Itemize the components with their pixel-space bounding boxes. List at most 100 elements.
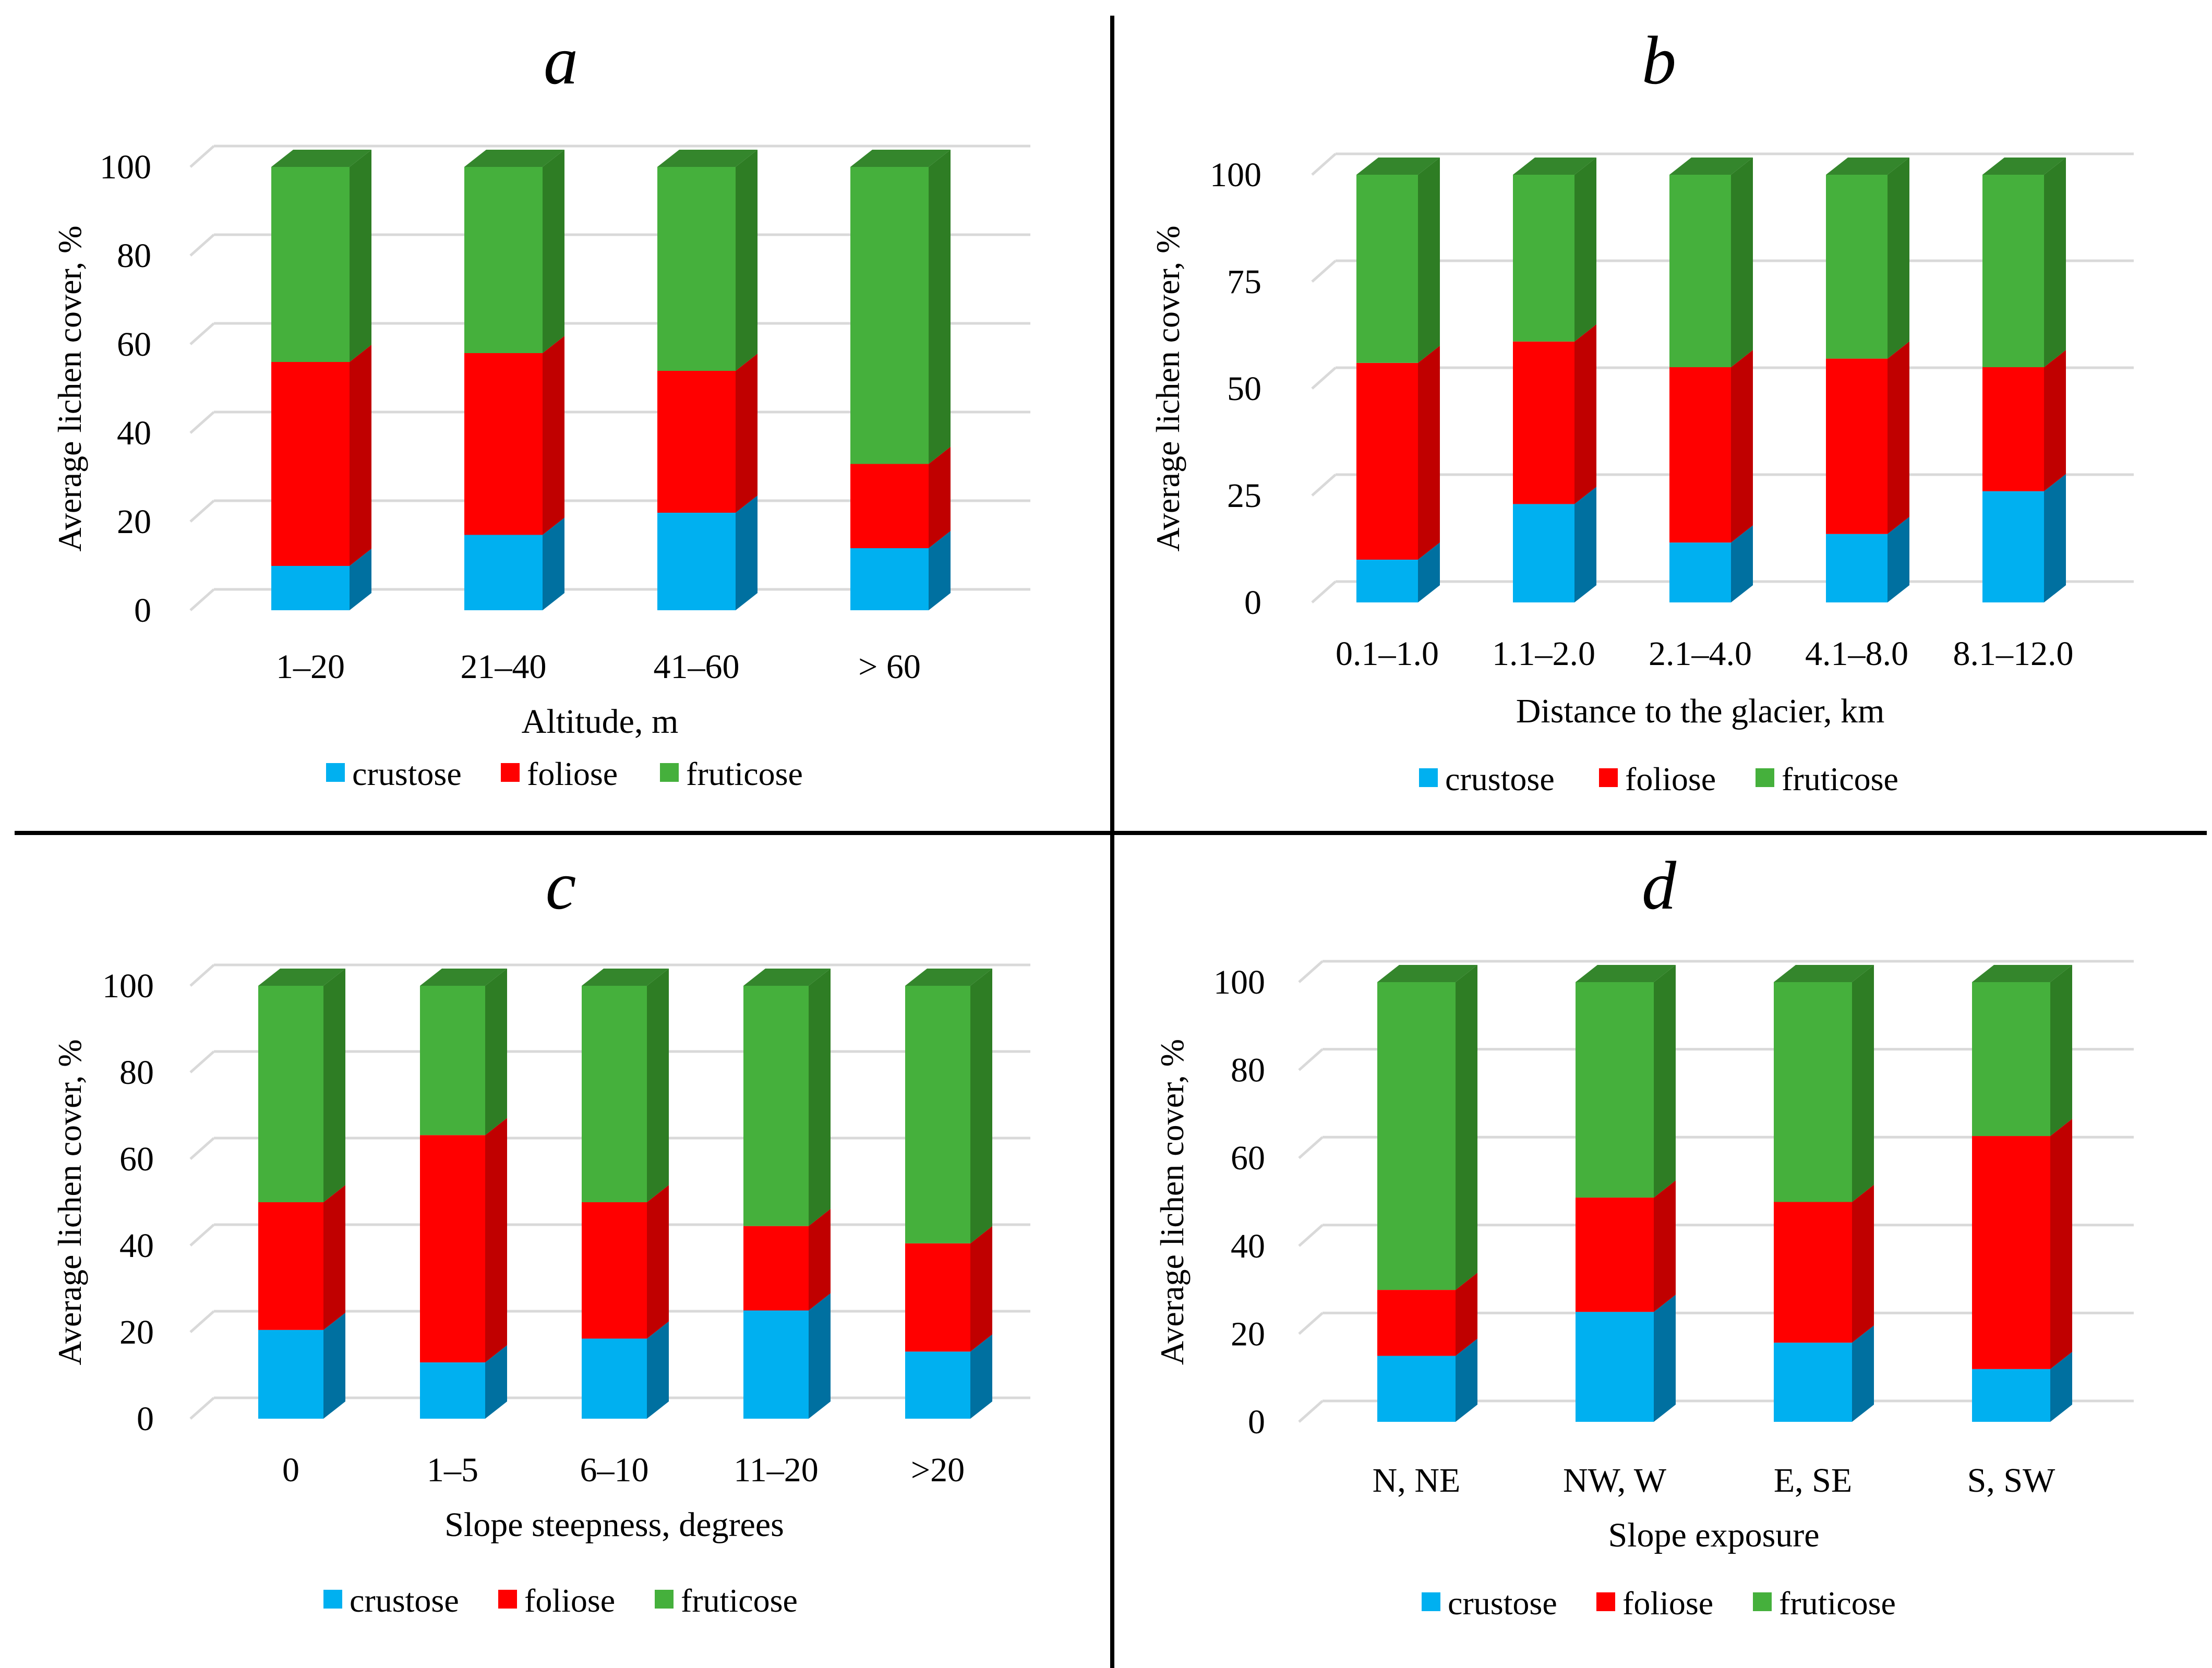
bar-foliose [1513,341,1574,504]
bar-foliose [850,464,929,548]
bar-top [1669,158,1753,175]
legend-label-crustose: crustose [350,1582,459,1619]
bar-crustose [905,1351,970,1419]
bar-fruticose [420,986,485,1135]
gridline-diagonal [189,411,215,434]
bar-crustose-side [350,549,371,610]
bar-fruticose [582,986,647,1202]
bar-foliose-side [970,1226,992,1352]
chart-panel-c: 0 20 40 60 80 100 Average lichen cover, % 0 1–5 6… [51,963,1030,1619]
gridline-diagonal [189,588,215,611]
gridline-diagonal [189,322,215,345]
gridline-diagonal [189,145,215,168]
gridline-diagonal [1298,1312,1324,1335]
legend-swatch-foliose [501,763,520,782]
gridline-diagonal [1298,1048,1324,1071]
bar-fruticose-side [1731,158,1753,367]
legend-label-foliose: foliose [1625,760,1716,797]
bar-crustose [464,535,543,610]
bar-fruticose-side [2050,965,2072,1137]
gridline-diagonal [1298,1400,1324,1423]
bar-crustose [657,513,736,610]
bar-foliose [1774,1202,1852,1343]
bar-fruticose [464,167,543,353]
gridline-diagonal [1311,153,1337,176]
bar-foliose [1972,1136,2050,1369]
bar-crustose [1377,1356,1456,1422]
y-tick-label: 75 [1227,263,1261,301]
x-axis-title: Slope steepness, degrees [444,1506,784,1544]
bar-foliose [743,1226,809,1311]
bar-fruticose [743,986,809,1226]
y-tick-label: 100 [102,967,154,1005]
y-tick-label: 25 [1227,477,1261,515]
bar-top [1972,965,2072,982]
bar-fruticose-side [929,150,951,464]
bar-top [1774,965,1874,982]
y-tick-label: 0 [134,591,151,630]
y-tick-label: 20 [117,503,151,541]
bar-fruticose-side [647,969,669,1202]
bar-foliose [1576,1198,1654,1312]
legend-label-crustose: crustose [1448,1585,1557,1622]
gridline-diagonal [189,1137,215,1160]
bar-top [850,150,951,167]
bar-foliose [420,1135,485,1363]
bar-crustose [258,1329,323,1419]
bar-foliose-side [736,354,758,513]
x-category-label: 0 [282,1451,299,1489]
bar-crustose [1982,491,2044,602]
bar-foliose [258,1202,323,1330]
bar-foliose-side [1574,324,1596,504]
bar-fruticose [850,167,929,464]
bar-top [1356,158,1440,175]
gridline-diagonal [189,1050,215,1073]
bar-foliose-side [485,1118,507,1363]
gridline-diagonal [1311,260,1337,283]
bar-top [464,150,564,167]
bar-top [271,150,371,167]
y-tick-label: 80 [119,1054,154,1092]
chart-panel-d: 0 20 40 60 80 100 Average lichen cover, % N, NE… [1153,960,2134,1622]
y-axis-title: Average lichen cover, % [1153,1039,1191,1365]
legend-label-fruticose: fruticose [681,1582,798,1619]
bar-crustose-side [2044,474,2066,602]
bar-foliose [1826,358,1888,534]
bar-foliose-side [543,336,564,535]
x-category-label: >20 [911,1451,965,1489]
x-category-label: 0.1–1.0 [1336,635,1439,673]
bar-fruticose [1982,175,2044,367]
panel-a-letter: a [544,22,578,99]
legend-label-fruticose: fruticose [1782,760,1898,797]
x-category-label: 2.1–4.0 [1649,635,1752,673]
bar-fruticose-side [1852,965,1874,1202]
bar-foliose [1669,367,1731,543]
gridline-diagonal [189,964,215,987]
x-category-label: N, NE [1373,1461,1461,1500]
bar-fruticose-side [1418,158,1440,363]
legend-label-fruticose: fruticose [686,755,803,792]
y-tick-label: 60 [119,1140,154,1178]
legend-swatch-crustose [323,1590,342,1609]
y-tick-label: 40 [117,414,151,452]
bar-foliose-side [2044,350,2066,491]
bar-foliose-side [809,1208,831,1311]
gridline-diagonal [1311,474,1337,497]
gridline-diagonal [1311,581,1337,603]
bar-foliose [657,371,736,513]
x-category-label: 1–20 [276,648,345,686]
y-axis-title: Average lichen cover, % [51,1039,88,1365]
bar-top [1576,965,1676,982]
bar-fruticose [1356,175,1418,363]
x-category-label: 21–40 [461,648,547,686]
x-axis-title: Distance to the glacier, km [1516,692,1885,730]
bar-fruticose-side [1456,965,1477,1290]
bar-top [1377,965,1477,982]
legend-swatch-fruticose [1756,768,1774,787]
x-category-label: 41–60 [654,648,740,686]
y-tick-label: 0 [1244,584,1261,622]
gridline-diagonal [189,500,215,523]
legend-label-foliose: foliose [524,1582,615,1619]
chart-panel-a: 0 20 40 60 80 100 Average lichen cover, % 1–20 2… [51,144,1030,792]
bar-crustose-side [323,1312,345,1419]
